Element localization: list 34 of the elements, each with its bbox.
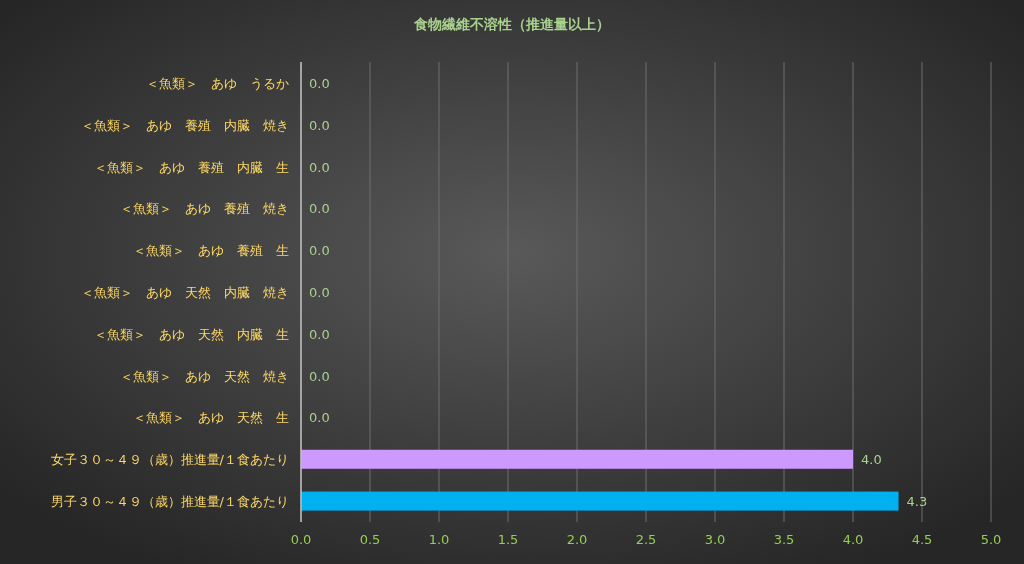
data-label: 0.0 — [309, 285, 330, 300]
x-tick-label: 3.0 — [704, 532, 726, 547]
y-tick-label: ＜魚類＞ あゆ 天然 生 — [133, 410, 289, 426]
y-tick-label: ＜魚類＞ あゆ うるか — [146, 75, 289, 91]
y-tick-label: ＜魚類＞ あゆ 養殖 内臓 生 — [94, 159, 289, 175]
data-label: 0.0 — [309, 117, 330, 133]
y-tick-label: 男子３０～４９（歳）推進量/１食あたり — [50, 494, 289, 510]
x-tick-label: 2.5 — [635, 532, 657, 547]
y-tick-label: ＜魚類＞ あゆ 養殖 焼き — [120, 201, 289, 217]
data-label: 0.0 — [309, 159, 330, 175]
data-label: 0.0 — [309, 326, 330, 342]
x-tick-label: 3.5 — [773, 532, 795, 547]
x-tick-label: 1.0 — [428, 532, 450, 547]
y-tick-label: ＜魚類＞ あゆ 天然 内臓 生 — [94, 326, 289, 342]
data-label: 0.0 — [309, 243, 330, 259]
x-tick-label: 4.5 — [911, 532, 933, 547]
data-label: 0.0 — [309, 368, 330, 384]
y-tick-label: ＜魚類＞ あゆ 天然 内臓 焼き — [81, 285, 289, 300]
y-tick-label: ＜魚類＞ あゆ 天然 焼き — [120, 368, 289, 384]
x-tick-label: 2.0 — [566, 532, 588, 547]
data-label: 0.0 — [309, 410, 330, 426]
chart-title: 食物繊維不溶性（推進量以上） — [413, 16, 610, 32]
data-label: 4.3 — [906, 494, 928, 510]
x-tick-label: 0.5 — [359, 532, 381, 547]
y-tick-label: 女子３０～４９（歳）推進量/１食あたり — [50, 452, 289, 468]
y-tick-label: ＜魚類＞ あゆ 養殖 内臓 焼き — [81, 117, 289, 133]
data-label: 0.0 — [309, 75, 330, 91]
data-label: 4.0 — [861, 452, 882, 468]
data-label: 0.0 — [309, 201, 330, 217]
x-tick-label: 1.5 — [497, 532, 519, 547]
x-tick-label: 5.0 — [980, 532, 1002, 547]
x-tick-label: 4.0 — [842, 532, 864, 547]
x-tick-label: 0.0 — [290, 532, 312, 547]
y-tick-label: ＜魚類＞ あゆ 養殖 生 — [133, 243, 289, 259]
